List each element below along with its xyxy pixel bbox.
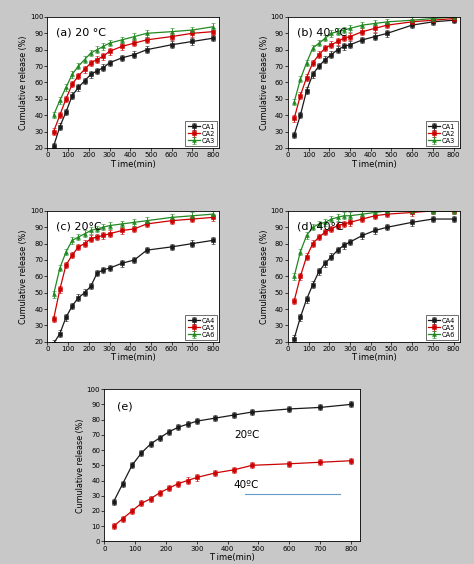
Y-axis label: Cumulative release (%): Cumulative release (%) bbox=[76, 418, 85, 513]
Text: (e): (e) bbox=[117, 402, 133, 411]
Legend: CA4, CA5, CA6: CA4, CA5, CA6 bbox=[185, 315, 217, 340]
Text: (a) 20 °C: (a) 20 °C bbox=[56, 28, 106, 37]
X-axis label: T ime(min): T ime(min) bbox=[351, 354, 397, 363]
Text: (d) 40°C: (d) 40°C bbox=[297, 221, 343, 231]
Legend: CA4, CA5, CA6: CA4, CA5, CA6 bbox=[426, 315, 458, 340]
Text: (c) 20°C: (c) 20°C bbox=[56, 221, 102, 231]
X-axis label: T ime(min): T ime(min) bbox=[110, 354, 156, 363]
Text: (b) 40 °C: (b) 40 °C bbox=[297, 28, 346, 37]
Legend: CA1, CA2, CA3: CA1, CA2, CA3 bbox=[185, 121, 217, 146]
X-axis label: T ime(min): T ime(min) bbox=[210, 553, 255, 562]
Text: 20ºC: 20ºC bbox=[234, 430, 259, 440]
Legend: CA1, CA2, CA3: CA1, CA2, CA3 bbox=[426, 121, 458, 146]
X-axis label: T ime(min): T ime(min) bbox=[110, 160, 156, 169]
Y-axis label: Cumulative release (%): Cumulative release (%) bbox=[19, 35, 28, 130]
Y-axis label: Cumulative release (%): Cumulative release (%) bbox=[260, 35, 269, 130]
Y-axis label: Cumulative release (%): Cumulative release (%) bbox=[19, 229, 28, 324]
Y-axis label: Cumulative release (%): Cumulative release (%) bbox=[260, 229, 269, 324]
X-axis label: T ime(min): T ime(min) bbox=[351, 160, 397, 169]
Text: 40ºC: 40ºC bbox=[234, 480, 259, 490]
